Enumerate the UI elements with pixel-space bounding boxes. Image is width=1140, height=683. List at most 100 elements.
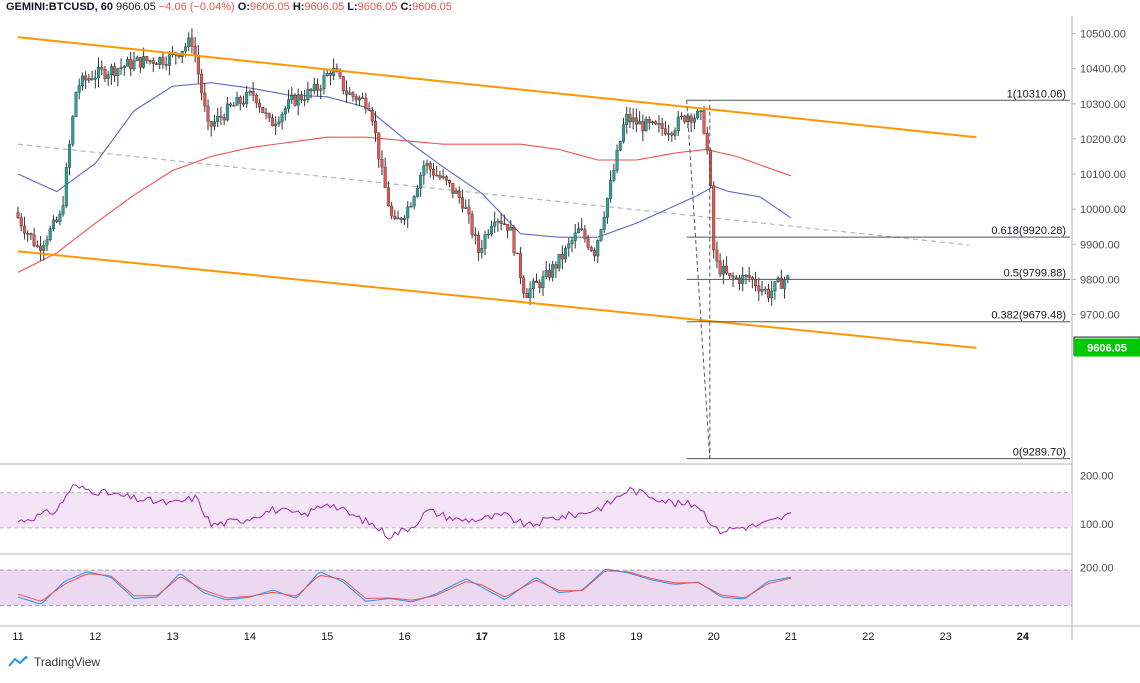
candle-up bbox=[274, 123, 278, 127]
price-tick-label: 9800.00 bbox=[1080, 274, 1120, 286]
candle-down bbox=[499, 220, 503, 224]
candle-down bbox=[438, 174, 442, 178]
candle-up bbox=[287, 99, 291, 109]
candle-down bbox=[589, 247, 593, 251]
candle-up bbox=[48, 228, 52, 241]
candle-down bbox=[670, 133, 674, 136]
candle-down bbox=[515, 252, 519, 255]
candle-up bbox=[225, 103, 229, 121]
candle-down bbox=[151, 60, 155, 64]
candle-down bbox=[222, 117, 226, 121]
candle-up bbox=[406, 206, 410, 219]
candle-up bbox=[531, 280, 535, 289]
candle-up bbox=[51, 219, 55, 229]
stoch-band bbox=[0, 570, 1072, 606]
candle-down bbox=[100, 66, 104, 70]
candle-down bbox=[654, 121, 658, 125]
candle-up bbox=[657, 123, 661, 125]
channel-upper-line bbox=[17, 36, 977, 139]
candle-up bbox=[283, 108, 287, 115]
candle-down bbox=[728, 273, 732, 277]
candle-down bbox=[203, 92, 207, 107]
candle-down bbox=[367, 108, 371, 111]
candle-up bbox=[74, 92, 78, 117]
candle-up bbox=[763, 288, 767, 291]
candle-down bbox=[731, 275, 735, 279]
fib-level-label: 0.5(9799.88) bbox=[1004, 267, 1066, 279]
candle-up bbox=[618, 141, 622, 151]
candle-down bbox=[351, 92, 355, 97]
candle-down bbox=[29, 233, 33, 236]
candle-up bbox=[126, 59, 130, 67]
candle-down bbox=[502, 223, 506, 225]
candle-down bbox=[254, 95, 258, 104]
close-value: 9606.05 bbox=[412, 1, 452, 13]
candle-up bbox=[325, 73, 329, 76]
last-price: 9606.05 bbox=[116, 1, 156, 13]
fib-trend-line bbox=[686, 100, 711, 459]
candle-up bbox=[116, 68, 120, 76]
candle-down bbox=[206, 105, 210, 122]
candle-up bbox=[721, 265, 725, 275]
candle-up bbox=[744, 275, 748, 277]
candle-up bbox=[486, 233, 490, 236]
rsi-tick-label: 200.00 bbox=[1080, 471, 1114, 483]
candle-down bbox=[628, 114, 632, 123]
candle-up bbox=[676, 116, 680, 131]
candle-up bbox=[245, 92, 249, 104]
candle-up bbox=[602, 217, 606, 230]
candle-up bbox=[216, 115, 220, 122]
candle-up bbox=[277, 121, 281, 125]
candle-up bbox=[119, 67, 123, 69]
candle-down bbox=[251, 91, 255, 96]
candle-up bbox=[332, 67, 336, 76]
candle-down bbox=[683, 115, 687, 123]
price-tick-label: 10100.00 bbox=[1080, 169, 1126, 181]
candle-up bbox=[132, 60, 136, 70]
candle-down bbox=[560, 254, 564, 260]
candle-up bbox=[296, 94, 300, 106]
candle-up bbox=[773, 281, 777, 292]
candle-up bbox=[280, 113, 284, 123]
candle-up bbox=[412, 196, 416, 207]
candle-up bbox=[109, 66, 113, 76]
candle-up bbox=[493, 221, 497, 227]
candle-down bbox=[457, 190, 461, 198]
candle-down bbox=[345, 90, 349, 95]
price-tick-label: 9700.00 bbox=[1080, 310, 1120, 322]
candle-down bbox=[219, 115, 223, 118]
candle-down bbox=[113, 66, 117, 76]
tradingview-brand[interactable]: TradingView bbox=[8, 655, 100, 669]
candle-up bbox=[403, 217, 407, 220]
time-tick-label: 15 bbox=[321, 631, 333, 643]
candle-up bbox=[734, 277, 738, 280]
candle-down bbox=[428, 163, 432, 170]
candle-down bbox=[586, 238, 590, 248]
rsi-line bbox=[17, 484, 792, 540]
candle-down bbox=[779, 277, 783, 289]
candle-up bbox=[638, 121, 642, 125]
candle-up bbox=[667, 133, 671, 135]
candle-up bbox=[528, 288, 532, 298]
candle-down bbox=[154, 63, 158, 65]
candle-down bbox=[712, 185, 716, 251]
candle-down bbox=[32, 234, 36, 246]
candle-up bbox=[696, 111, 700, 119]
candle-down bbox=[261, 107, 265, 113]
candle-down bbox=[229, 103, 233, 106]
candle-up bbox=[322, 75, 326, 90]
candle-up bbox=[167, 54, 171, 66]
candle-down bbox=[383, 166, 387, 188]
candle-down bbox=[580, 228, 584, 230]
candle-down bbox=[374, 121, 378, 133]
candle-up bbox=[551, 264, 555, 278]
candle-down bbox=[547, 270, 551, 278]
candle-up bbox=[573, 232, 577, 241]
candle-down bbox=[518, 252, 522, 279]
time-tick-label: 24 bbox=[1017, 631, 1030, 643]
candle-down bbox=[399, 217, 403, 220]
stoch-d-line bbox=[17, 570, 792, 602]
moving-average-slow bbox=[17, 136, 792, 273]
candle-down bbox=[19, 217, 23, 227]
